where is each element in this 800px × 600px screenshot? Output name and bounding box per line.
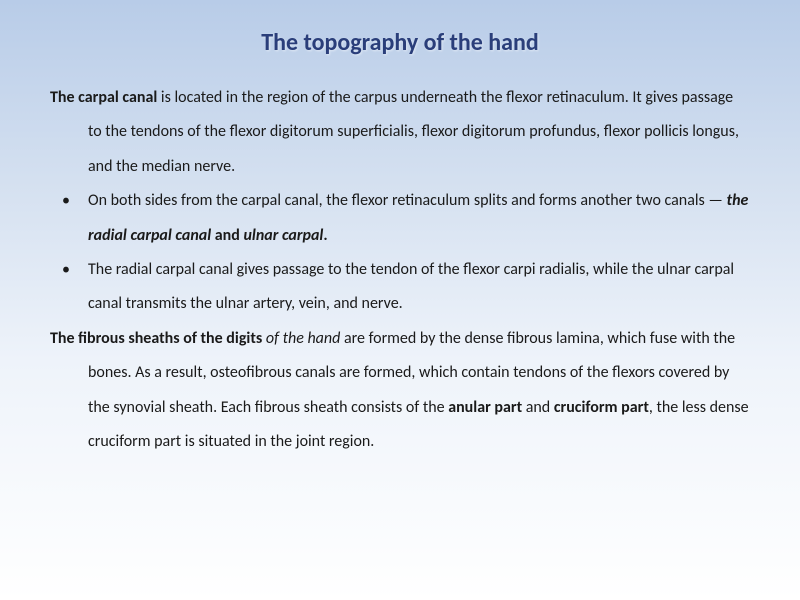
slide-container: The topography of the hand The carpal ca… [0, 0, 800, 600]
text-run: anular part [448, 398, 526, 417]
text-run: is located in the region of the carpus u… [88, 88, 739, 176]
text-run: and [526, 398, 554, 417]
text-run: The carpal canal [50, 88, 157, 107]
text-run: of the hand [266, 329, 344, 348]
slide-title: The topography of the hand [50, 28, 750, 57]
text-run: and [215, 226, 244, 245]
text-run: The radial carpal canal gives passage to… [88, 260, 734, 313]
text-run: On both sides from the carpal canal, the… [88, 191, 727, 210]
slide-body: The carpal canal is located in the regio… [50, 81, 750, 459]
bullet-item: On both sides from the carpal canal, the… [50, 184, 750, 253]
paragraph: The carpal canal is located in the regio… [50, 81, 750, 184]
text-run: . [323, 226, 327, 245]
text-run: cruciform part [554, 398, 649, 417]
text-run: ulnar carpal [243, 226, 323, 245]
paragraph: The fibrous sheaths of the digits of the… [50, 322, 750, 460]
text-run: The fibrous sheaths of the digits [50, 329, 266, 348]
bullet-item: The radial carpal canal gives passage to… [50, 253, 750, 322]
